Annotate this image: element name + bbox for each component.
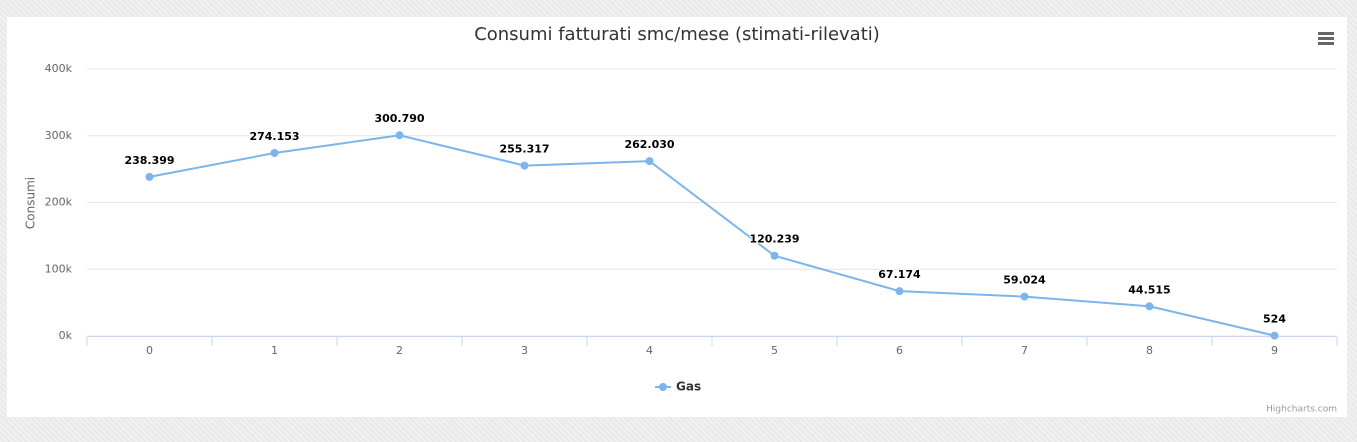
data-label: 67.174 xyxy=(878,268,921,281)
data-label: 524 xyxy=(1263,313,1286,326)
data-label: 59.024 xyxy=(1003,274,1046,287)
point-marker xyxy=(1020,292,1029,301)
data-label: 255.317 xyxy=(499,143,549,156)
menu-bar xyxy=(1318,42,1334,45)
point-marker xyxy=(1145,302,1154,311)
data-label: 262.030 xyxy=(624,138,674,151)
data-label: 274.153 xyxy=(249,130,299,143)
x-tick-label: 5 xyxy=(771,344,778,357)
y-tick-label: 300k xyxy=(45,129,73,142)
point-marker xyxy=(270,149,279,158)
x-tick-label: 8 xyxy=(1146,344,1153,357)
chart-panel xyxy=(7,17,1347,417)
x-tick-label: 0 xyxy=(146,344,153,357)
data-label: 44.515 xyxy=(1128,283,1170,296)
x-tick-label: 4 xyxy=(646,344,653,357)
x-tick-label: 3 xyxy=(521,344,528,357)
menu-bar xyxy=(1318,32,1334,35)
credits: Highcharts.com xyxy=(1266,405,1337,415)
point-marker xyxy=(895,287,904,296)
x-tick-label: 1 xyxy=(271,344,278,357)
menu-bar xyxy=(1318,37,1334,40)
x-tick-label: 7 xyxy=(1021,344,1028,357)
point-marker xyxy=(645,157,654,166)
x-tick-label: 9 xyxy=(1271,344,1278,357)
point-marker xyxy=(145,172,154,181)
y-axis-title: Consumi xyxy=(24,177,38,229)
menu-button[interactable] xyxy=(1318,32,1334,45)
y-tick-label: 100k xyxy=(45,262,73,275)
data-label: 120.239 xyxy=(749,233,799,246)
legend-label: Gas xyxy=(676,380,701,394)
series-line xyxy=(149,134,1275,337)
data-label: 300.790 xyxy=(374,112,424,125)
y-tick-label: 200k xyxy=(45,196,73,209)
y-tick-label: 0k xyxy=(59,329,73,342)
y-tick-label: 400k xyxy=(45,62,73,75)
chart-title: Consumi fatturati smc/mese (stimati-rile… xyxy=(474,24,880,45)
x-tick-label: 2 xyxy=(396,344,403,357)
point-marker xyxy=(395,131,404,140)
x-tick-label: 6 xyxy=(896,344,903,357)
point-marker xyxy=(770,251,779,260)
data-label: 238.399 xyxy=(124,154,174,167)
legend-item[interactable]: Gas xyxy=(655,380,701,394)
point-marker xyxy=(520,161,529,170)
legend-marker xyxy=(659,383,667,391)
point-marker xyxy=(1270,331,1279,340)
